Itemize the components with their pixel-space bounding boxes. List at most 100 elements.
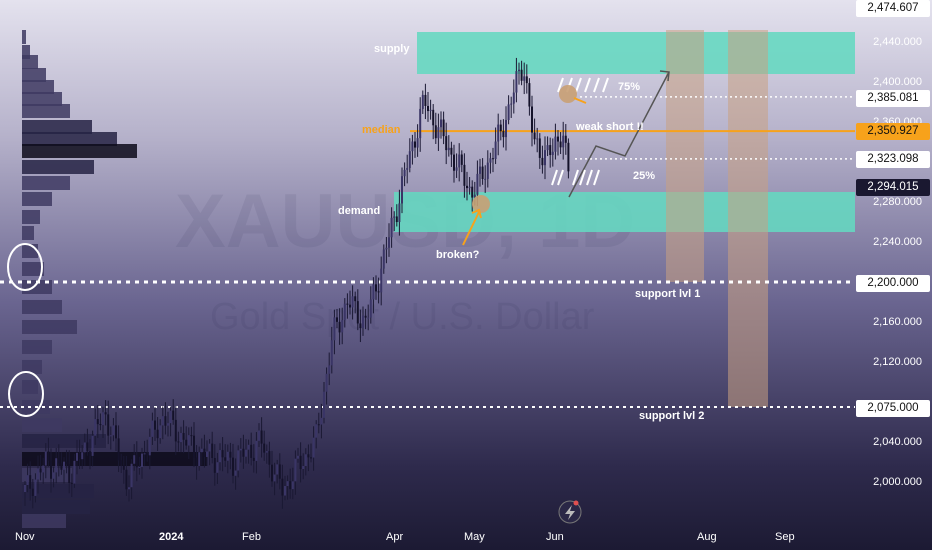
- candle-body-34: [112, 425, 115, 436]
- candle-body-154: [424, 94, 427, 106]
- candle-body-118: [330, 340, 333, 366]
- candle-body-27: [94, 419, 97, 436]
- candle-body-0: [24, 485, 26, 492]
- candle-body-172: [471, 186, 474, 198]
- candle-body-19: [73, 460, 76, 484]
- x-tick-2024: 2024: [159, 531, 184, 543]
- candle-body-5: [37, 468, 39, 480]
- candle-body-196: [533, 132, 536, 140]
- volume-profile-bar-28: [22, 484, 94, 498]
- broken-arrow-head: [471, 208, 482, 219]
- candle-body-119: [333, 317, 336, 341]
- candle-body-205: [557, 136, 559, 142]
- candle-body-58: [174, 419, 177, 442]
- candle-body-17: [68, 464, 71, 483]
- hatch-25-2: [572, 169, 579, 186]
- target-column-2: [728, 30, 768, 407]
- candle-body-148: [408, 151, 411, 169]
- candle-body-116: [325, 373, 328, 392]
- candle-body-77: [224, 457, 227, 461]
- candle-body-143: [395, 216, 398, 223]
- candle-body-157: [432, 109, 435, 126]
- candle-body-45: [141, 453, 143, 468]
- candle-body-209: [567, 142, 570, 172]
- candle-body-14: [60, 463, 63, 470]
- volume-profile-bar-5: [22, 92, 62, 106]
- candle-body-160: [440, 119, 442, 128]
- candle-body-24: [86, 442, 89, 452]
- top-marker: [559, 85, 577, 103]
- volume-profile-bar-9: [22, 144, 137, 158]
- candle-body-123: [343, 303, 346, 321]
- candle-body-142: [393, 216, 396, 218]
- candle-body-171: [468, 186, 471, 189]
- candle-body-114: [320, 417, 323, 425]
- candle-body-97: [276, 464, 279, 475]
- x-tick-aug: Aug: [697, 531, 717, 543]
- candle-body-81: [234, 470, 237, 476]
- candle-body-69: [203, 448, 206, 457]
- y-tick-2000: 2,000.000: [873, 476, 922, 488]
- candle-body-94: [268, 451, 271, 465]
- candle-body-33: [109, 435, 112, 437]
- pct-25-label: 25%: [633, 170, 656, 182]
- candle-body-135: [375, 284, 377, 292]
- candle-body-41: [130, 463, 133, 488]
- candle-body-131: [364, 315, 367, 318]
- y-tick-2280: 2,280.000: [873, 196, 922, 208]
- candle-body-80: [232, 457, 234, 476]
- projection-arrow-head: [659, 70, 670, 82]
- price-label-2323: 2,323.098: [856, 151, 930, 168]
- candle-body-192: [523, 76, 526, 81]
- candle-body-189: [515, 71, 518, 93]
- candle-body-203: [551, 151, 554, 156]
- volume-profile-bar-29: [22, 500, 90, 514]
- weak-short-arrow: [573, 97, 587, 104]
- candle-body-26: [91, 435, 94, 456]
- candle-body-54: [164, 416, 167, 426]
- candle-body-110: [310, 457, 312, 459]
- hatch-75-0: [557, 77, 564, 93]
- x-tick-feb: Feb: [242, 531, 261, 543]
- candle-body-99: [281, 478, 284, 496]
- candle-body-195: [531, 106, 533, 133]
- weak-short-label: weak short !!: [576, 121, 644, 133]
- x-tick-nov: Nov: [15, 531, 35, 543]
- pct-75-label: 75%: [618, 81, 641, 93]
- price-label-2200: 2,200.000: [856, 275, 930, 292]
- demand-label: demand: [338, 205, 381, 217]
- candle-body-49: [151, 420, 154, 437]
- volume-profile-bar-21: [22, 360, 42, 374]
- candle-body-139: [385, 247, 388, 250]
- x-tick-sep: Sep: [775, 531, 795, 543]
- volume-profile-bar-13: [22, 210, 40, 224]
- candle-body-126: [351, 296, 354, 308]
- candle-body-35: [115, 425, 117, 439]
- candle-body-200: [544, 150, 546, 166]
- supply-label: supply: [374, 43, 410, 55]
- candle-body-164: [450, 147, 453, 155]
- candle-body-84: [242, 448, 245, 457]
- candle-body-66: [195, 457, 198, 466]
- projection-path: [568, 71, 670, 198]
- candle-body-50: [154, 420, 156, 430]
- volume-profile-bar-3: [22, 68, 46, 82]
- price-label-2350: 2,350.927: [856, 123, 930, 140]
- candle-body-122: [341, 320, 344, 333]
- candle-body-173: [473, 194, 476, 198]
- candle-body-146: [403, 169, 406, 177]
- candle-body-112: [315, 424, 318, 438]
- candle-body-206: [559, 141, 562, 148]
- candle-body-93: [265, 451, 268, 453]
- hatch-25-4: [586, 169, 593, 186]
- candle-body-78: [226, 451, 229, 461]
- candle-body-42: [133, 455, 136, 464]
- volume-profile-bar-8: [22, 132, 117, 146]
- candle-body-183: [499, 124, 502, 132]
- hatch-75-5: [602, 77, 609, 93]
- candle-body-156: [429, 109, 432, 112]
- candle-body-168: [460, 154, 463, 165]
- candle-body-7: [42, 465, 45, 473]
